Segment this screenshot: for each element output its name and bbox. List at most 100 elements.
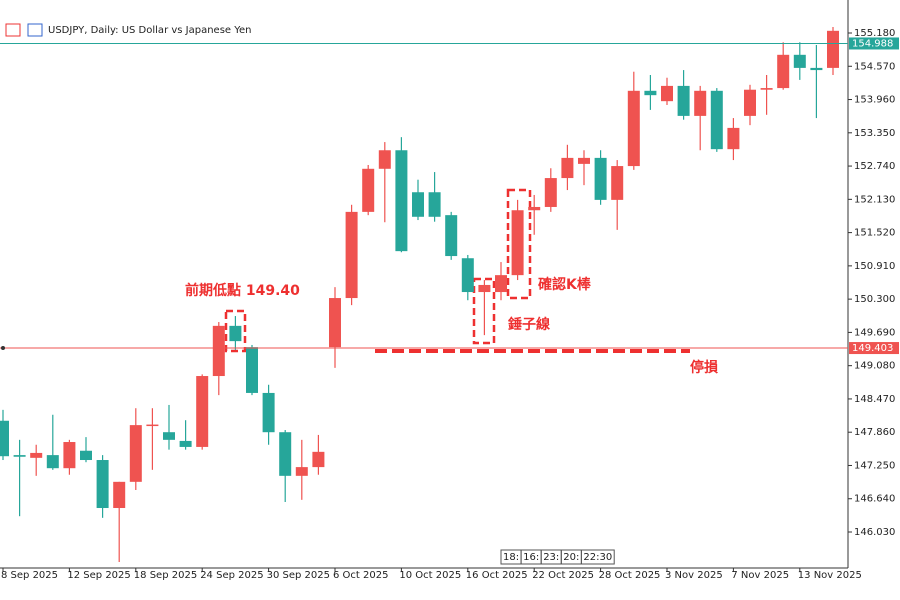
time-marker: 22:30 bbox=[583, 552, 612, 563]
candle-body bbox=[561, 157, 574, 179]
icon-a bbox=[5, 23, 21, 37]
candle-body bbox=[661, 85, 673, 102]
x-tick-label: 10 Oct 2025 bbox=[399, 570, 461, 581]
candle-body bbox=[793, 54, 806, 68]
candle-body bbox=[163, 432, 175, 440]
y-tick-label: 155.180 bbox=[854, 28, 895, 39]
candle-body bbox=[528, 206, 541, 211]
x-tick-label: 18 Sep 2025 bbox=[134, 570, 197, 581]
chart-title: USDJPY, Daily: US Dollar vs Japanese Yen bbox=[48, 25, 252, 36]
candle-body bbox=[744, 89, 756, 116]
candle-body bbox=[229, 325, 242, 342]
y-tick-label: 153.960 bbox=[854, 95, 895, 106]
candle-body bbox=[611, 166, 624, 200]
y-tick-label: 147.860 bbox=[854, 427, 895, 438]
stop-loss-label: 停損 bbox=[690, 359, 719, 376]
candle-body bbox=[312, 451, 325, 468]
y-tick-label: 153.350 bbox=[854, 128, 895, 139]
y-tick-label: 146.640 bbox=[854, 494, 895, 505]
icon-b bbox=[27, 23, 43, 37]
highlight-box bbox=[224, 309, 247, 353]
annotation: 確認K棒 bbox=[538, 276, 592, 293]
y-tick-label: 150.910 bbox=[854, 261, 895, 272]
time-marker: 18: bbox=[503, 552, 519, 563]
candle-body bbox=[212, 325, 225, 377]
x-tick-label: 13 Nov 2025 bbox=[798, 570, 862, 581]
candle-body bbox=[30, 452, 43, 458]
y-tick-label: 148.470 bbox=[854, 394, 895, 405]
candle-body bbox=[13, 455, 26, 457]
x-tick-label: 30 Sep 2025 bbox=[267, 570, 330, 581]
candle-body bbox=[777, 54, 790, 89]
candle-body bbox=[146, 424, 159, 427]
x-tick-label: 22 Oct 2025 bbox=[532, 570, 594, 581]
time-marker: 16: bbox=[523, 552, 539, 563]
candle-body bbox=[461, 258, 474, 293]
time-marker: 20: bbox=[563, 552, 579, 563]
candle-body bbox=[727, 127, 740, 150]
candle-body bbox=[46, 455, 59, 469]
candle-body bbox=[279, 432, 292, 476]
candle-body bbox=[0, 420, 9, 457]
x-tick-label: 12 Sep 2025 bbox=[67, 570, 130, 581]
candle-body bbox=[179, 440, 192, 447]
candle-body bbox=[129, 425, 142, 482]
candle-body bbox=[96, 460, 109, 509]
annotation: 錘子線 bbox=[508, 316, 550, 333]
candle-body bbox=[395, 150, 408, 252]
candle-body bbox=[694, 90, 707, 116]
candle-body bbox=[760, 88, 773, 90]
symbol-icon bbox=[5, 23, 43, 37]
highlight-box bbox=[472, 277, 496, 345]
candle-body bbox=[478, 284, 491, 293]
candle-body bbox=[544, 178, 557, 207]
y-tick-label: 149.690 bbox=[854, 327, 895, 338]
candle-body bbox=[627, 90, 640, 167]
y-tick-label: 150.300 bbox=[854, 294, 895, 305]
x-tick-label: 7 Nov 2025 bbox=[731, 570, 789, 581]
x-tick-label: 28 Oct 2025 bbox=[599, 570, 661, 581]
candle-body bbox=[445, 215, 458, 257]
annotation: 前期低點 149.40 bbox=[185, 282, 300, 299]
candle-body bbox=[827, 30, 839, 68]
candle-body bbox=[511, 210, 524, 276]
candle-body bbox=[578, 157, 590, 164]
price-label-box bbox=[849, 342, 899, 355]
x-tick-label: 3 Nov 2025 bbox=[665, 570, 723, 581]
candle-body bbox=[80, 450, 92, 461]
y-tick-label: 146.030 bbox=[854, 527, 895, 538]
y-tick-label: 147.250 bbox=[854, 460, 895, 471]
price-label: 149.403 bbox=[852, 343, 893, 354]
candle-body bbox=[262, 392, 275, 433]
y-tick-label: 152.740 bbox=[854, 161, 895, 172]
price-label-box bbox=[849, 37, 899, 50]
candle-body bbox=[428, 192, 441, 217]
candle-body bbox=[63, 442, 76, 469]
candle-body bbox=[246, 347, 258, 393]
candle-body bbox=[345, 211, 358, 299]
time-marker-box bbox=[580, 549, 615, 565]
price-label: 154.988 bbox=[852, 38, 893, 49]
candle-body bbox=[196, 376, 209, 447]
highlight-box bbox=[506, 188, 532, 300]
y-tick-label: 152.130 bbox=[854, 194, 895, 205]
candle-body bbox=[295, 467, 308, 476]
candle-body bbox=[113, 481, 126, 509]
y-tick-label: 149.080 bbox=[854, 361, 895, 372]
candle-body bbox=[677, 85, 690, 116]
candle-body bbox=[362, 168, 375, 212]
candle-body bbox=[412, 192, 424, 217]
time-marker: 23: bbox=[543, 552, 559, 563]
x-tick-label: 6 Oct 2025 bbox=[333, 570, 388, 581]
candle-body bbox=[710, 90, 723, 150]
x-tick-label: 16 Oct 2025 bbox=[466, 570, 528, 581]
candle-body bbox=[644, 90, 657, 96]
line-anchor bbox=[1, 346, 5, 351]
candle-body bbox=[810, 67, 823, 71]
x-tick-label: 24 Sep 2025 bbox=[200, 570, 263, 581]
candle-body bbox=[378, 150, 391, 169]
y-tick-label: 154.570 bbox=[854, 61, 895, 72]
candle-body bbox=[495, 275, 507, 293]
